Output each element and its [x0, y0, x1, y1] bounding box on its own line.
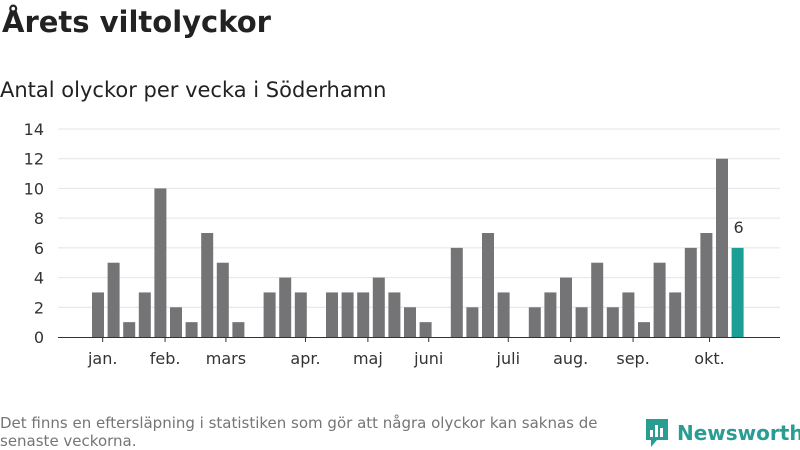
- brand-logo: Newsworthy: [645, 418, 800, 448]
- bar: [388, 292, 401, 337]
- bar: [528, 307, 541, 337]
- y-tick-label: 2: [34, 298, 44, 317]
- bar: [482, 233, 494, 337]
- chart-subtitle: Antal olyckor per vecka i Söderhamn: [0, 78, 387, 102]
- bar: [232, 322, 245, 337]
- y-tick-label: 0: [34, 328, 44, 347]
- bar: [279, 277, 292, 337]
- bar: [372, 277, 385, 337]
- x-tick-label: okt.: [694, 349, 724, 368]
- highlight-bar: [731, 247, 744, 337]
- bar: [638, 322, 650, 337]
- chart-title: Årets viltolyckor: [2, 5, 271, 39]
- bar: [669, 292, 682, 337]
- x-tick-label: jan.: [87, 349, 117, 368]
- bar: [154, 188, 167, 337]
- bar: [591, 262, 604, 337]
- bar: [560, 277, 572, 337]
- bar: [294, 292, 307, 337]
- x-tick-label: maj: [353, 349, 383, 368]
- x-tick-label: juli: [496, 349, 520, 368]
- bar: [341, 292, 354, 337]
- bar: [575, 307, 588, 337]
- data-labels: 6: [734, 218, 744, 237]
- x-tick-label: sep.: [616, 349, 649, 368]
- bar: [92, 292, 104, 337]
- bar: [263, 292, 276, 337]
- bar: [419, 322, 432, 337]
- bar: [138, 292, 151, 337]
- y-tick-label: 10: [24, 179, 44, 198]
- bar: [622, 292, 635, 337]
- gridlines: [58, 128, 780, 308]
- bar: [716, 158, 728, 337]
- brand-name: Newsworthy: [677, 421, 800, 445]
- bar: [185, 322, 198, 337]
- bar-chart: 0 2 4 6 8 10 12 14 jan. feb. mars apr. maj juni juli a…: [24, 120, 780, 368]
- y-tick-label: 14: [24, 120, 44, 139]
- bar: [700, 233, 713, 337]
- x-tick-label: apr.: [290, 349, 320, 368]
- y-axis-ticks: 0 2 4 6 8 10 12 14: [24, 120, 44, 347]
- x-tick-label: mars: [206, 349, 246, 368]
- bar: [170, 307, 182, 337]
- highlight-value-label: 6: [734, 218, 744, 237]
- bar: [216, 262, 229, 337]
- bar: [450, 247, 463, 337]
- y-tick-label: 12: [24, 150, 44, 169]
- x-tick-label: aug.: [553, 349, 588, 368]
- bar: [606, 307, 619, 337]
- x-axis-ticks: jan. feb. mars apr. maj juni juli aug. sep. okt.: [87, 337, 725, 368]
- bar: [497, 292, 510, 337]
- bar: [404, 307, 416, 337]
- bar: [326, 292, 338, 337]
- bar: [684, 247, 697, 337]
- bar: [466, 307, 479, 337]
- newsworthy-logo-icon: [646, 419, 668, 447]
- y-tick-label: 6: [34, 239, 44, 258]
- bar: [357, 292, 370, 337]
- y-tick-label: 4: [34, 269, 44, 288]
- y-tick-label: 8: [34, 209, 44, 228]
- bar: [653, 262, 666, 337]
- bar: [544, 292, 557, 337]
- bars: [92, 158, 744, 337]
- footnote: Det finns en eftersläpning i statistiken…: [0, 414, 598, 450]
- bar: [123, 322, 136, 337]
- bar: [201, 233, 214, 337]
- bar: [107, 262, 120, 337]
- x-tick-label: juni: [413, 349, 443, 368]
- x-tick-label: feb.: [150, 349, 181, 368]
